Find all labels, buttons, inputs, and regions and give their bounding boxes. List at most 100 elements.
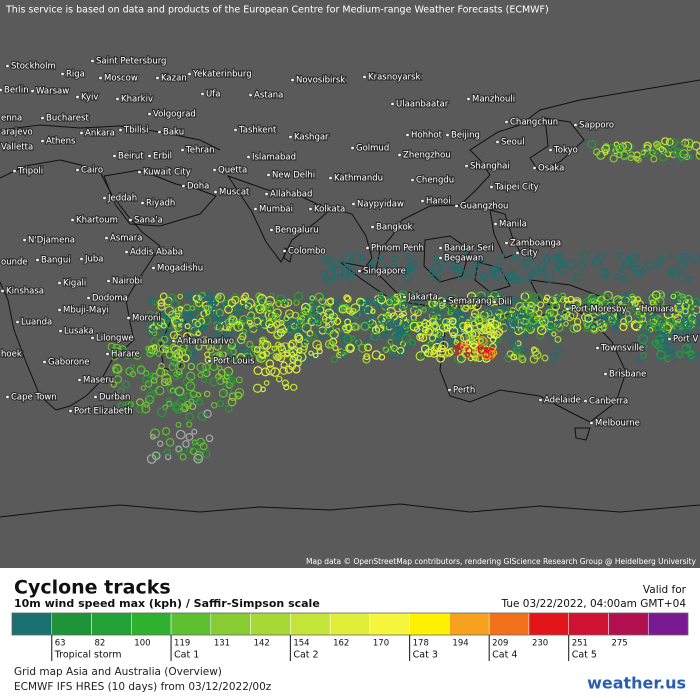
track-point [156, 367, 166, 377]
model-info: ECMWF IFS HRES (10 days) from 03/12/2022… [14, 681, 272, 693]
color-swatch [329, 612, 371, 636]
track-point [405, 265, 412, 272]
track-point [599, 268, 609, 277]
track-point [209, 334, 216, 340]
attribution: Map data © OpenStreetMap contributors, r… [306, 557, 697, 566]
track-point [538, 315, 549, 327]
track-point [191, 428, 198, 435]
track-point [271, 313, 278, 321]
track-point [229, 376, 236, 384]
track-point [122, 403, 131, 412]
track-point [460, 302, 470, 312]
city-dot [60, 72, 65, 76]
city-dot [180, 148, 185, 152]
track-point [199, 336, 210, 347]
track-point [235, 376, 243, 384]
city-label: Saint Petersburg [96, 57, 166, 67]
track-point [431, 262, 442, 273]
track-point [120, 347, 130, 357]
track-point [513, 342, 523, 353]
track-point [183, 376, 194, 387]
city-dot [603, 372, 608, 376]
city-label: Manzhouli [472, 95, 515, 105]
track-point [541, 354, 549, 362]
track-point [513, 347, 521, 355]
city-label: City [521, 249, 538, 259]
track-point [236, 353, 246, 362]
city-label: Sapporo [579, 121, 614, 131]
track-point [310, 333, 317, 340]
track-point [413, 326, 421, 333]
track-point [308, 350, 314, 356]
city-dot [370, 225, 375, 229]
track-point [197, 411, 208, 422]
track-point [260, 304, 269, 314]
city-label: Chengdu [416, 176, 454, 186]
track-point [544, 294, 551, 301]
track-point [551, 302, 561, 311]
city-label: Riga [66, 70, 85, 80]
city-dot [351, 202, 356, 206]
track-point [327, 340, 336, 349]
track-point [255, 304, 265, 314]
track-point [600, 293, 611, 303]
city-dot [447, 388, 452, 392]
city-dot [171, 339, 176, 343]
track-point [186, 446, 193, 454]
track-point [426, 307, 434, 314]
track-point [206, 293, 213, 300]
track-point [414, 308, 422, 317]
track-point [182, 306, 193, 317]
city-dot [282, 249, 287, 253]
city-dot [79, 257, 84, 261]
track-point [554, 336, 562, 343]
notice: This service is based on data and produc… [5, 5, 549, 16]
track-point [292, 364, 301, 374]
track-point [515, 275, 524, 284]
track-point [300, 338, 310, 348]
track-point [345, 343, 355, 354]
track-point [472, 260, 480, 268]
track-point [520, 308, 530, 318]
track-point [679, 149, 689, 159]
track-point [510, 295, 517, 302]
track-point [619, 312, 630, 323]
track-point [165, 438, 175, 447]
city-label: Yekaterinburg [192, 70, 252, 80]
track-point [461, 340, 469, 347]
city-dot [118, 128, 123, 132]
track-point [536, 332, 544, 340]
track-point [177, 306, 184, 312]
track-point [277, 343, 286, 352]
city-label: Kharkiv [121, 95, 153, 105]
city-dot [328, 176, 333, 180]
track-point [290, 322, 298, 330]
track-point [340, 351, 349, 359]
track-point [169, 330, 179, 340]
track-point [111, 353, 118, 361]
track-point [175, 445, 183, 453]
track-point [658, 317, 665, 324]
track-point [158, 362, 165, 370]
track-point [378, 353, 386, 361]
city-dot [86, 296, 91, 300]
color-swatch [409, 612, 450, 636]
city-label: Changchun [510, 118, 558, 128]
track-point [676, 350, 684, 358]
track-point [133, 351, 142, 360]
track-point [666, 306, 675, 315]
track-point [658, 146, 665, 153]
track-point [174, 386, 185, 396]
track-point [112, 343, 122, 353]
city-label: Melbourne [595, 419, 640, 429]
track-point [620, 318, 628, 325]
track-point [460, 332, 470, 343]
track-point [164, 453, 172, 461]
track-point [251, 345, 258, 353]
city-dot [137, 170, 142, 174]
city-label: Adelaide [544, 396, 581, 406]
tick-label: 63 [55, 639, 66, 649]
track-point [675, 304, 685, 313]
track-point [678, 272, 689, 283]
track-point [160, 335, 169, 344]
